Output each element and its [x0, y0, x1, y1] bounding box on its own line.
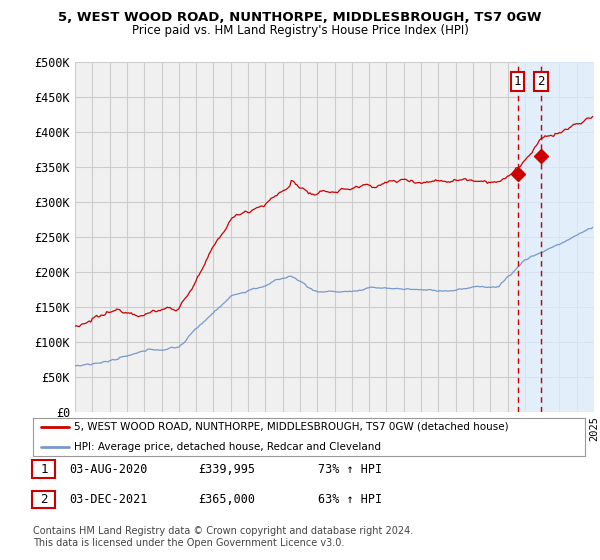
- Text: 5, WEST WOOD ROAD, NUNTHORPE, MIDDLESBROUGH, TS7 0GW: 5, WEST WOOD ROAD, NUNTHORPE, MIDDLESBRO…: [58, 11, 542, 24]
- Text: 63% ↑ HPI: 63% ↑ HPI: [318, 493, 382, 506]
- Text: 2: 2: [40, 493, 47, 506]
- Text: 03-DEC-2021: 03-DEC-2021: [69, 493, 148, 506]
- Text: 1: 1: [514, 74, 521, 88]
- Text: 03-AUG-2020: 03-AUG-2020: [69, 463, 148, 476]
- Bar: [518, 62, 594, 412]
- Text: HPI: Average price, detached house, Redcar and Cleveland: HPI: Average price, detached house, Redc…: [74, 442, 382, 452]
- Text: £365,000: £365,000: [198, 493, 255, 506]
- Text: 1: 1: [40, 463, 47, 476]
- Text: Contains HM Land Registry data © Crown copyright and database right 2024.
This d: Contains HM Land Registry data © Crown c…: [33, 526, 413, 548]
- Text: £339,995: £339,995: [198, 463, 255, 476]
- Text: 2: 2: [537, 74, 544, 88]
- Text: 73% ↑ HPI: 73% ↑ HPI: [318, 463, 382, 476]
- Text: 5, WEST WOOD ROAD, NUNTHORPE, MIDDLESBROUGH, TS7 0GW (detached house): 5, WEST WOOD ROAD, NUNTHORPE, MIDDLESBRO…: [74, 422, 509, 432]
- Text: Price paid vs. HM Land Registry's House Price Index (HPI): Price paid vs. HM Land Registry's House …: [131, 24, 469, 36]
